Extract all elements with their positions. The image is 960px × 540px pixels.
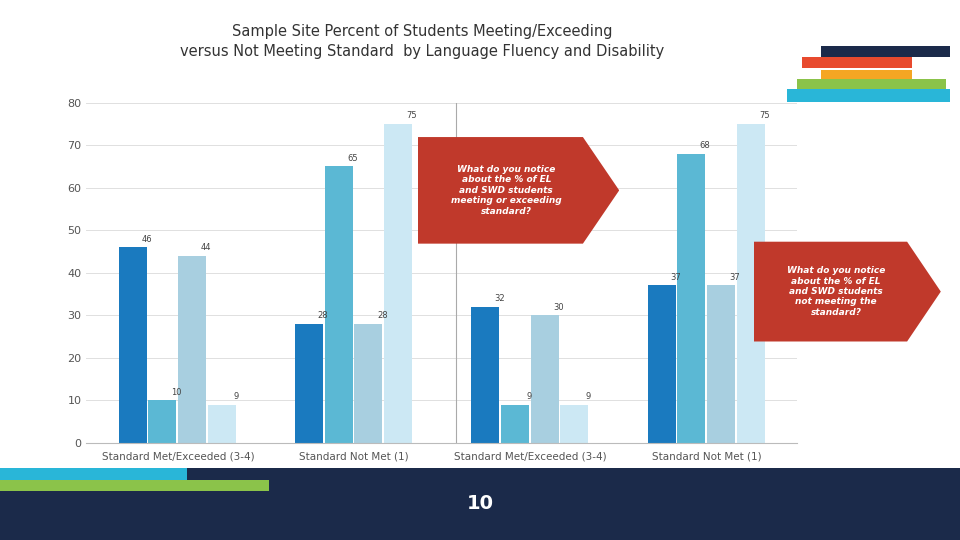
Bar — [178, 255, 206, 443]
Bar — [119, 247, 147, 443]
Text: 75: 75 — [759, 111, 770, 120]
Text: 32: 32 — [494, 294, 505, 303]
Text: 28: 28 — [377, 312, 388, 320]
Bar — [531, 315, 559, 443]
Text: 30: 30 — [553, 303, 564, 312]
Bar — [736, 124, 764, 443]
Bar — [354, 323, 382, 443]
Text: 10: 10 — [467, 494, 493, 514]
Bar — [295, 323, 323, 443]
Text: Sample Site Percent of Students Meeting/Exceeding
versus Not Meeting Standard  b: Sample Site Percent of Students Meeting/… — [180, 24, 664, 59]
Text: 9: 9 — [233, 392, 238, 401]
Text: 75: 75 — [407, 111, 418, 120]
Legend: EO, EL, Non-SWD, SWD: EO, EL, Non-SWD, SWD — [329, 516, 554, 535]
Text: 37: 37 — [670, 273, 681, 282]
Polygon shape — [754, 242, 941, 341]
Text: What do you notice
about the % of EL
and SWD students
not meeting the
standard?: What do you notice about the % of EL and… — [787, 266, 885, 317]
Bar — [707, 286, 734, 443]
Bar — [384, 124, 412, 443]
Text: ELA: ELA — [180, 477, 203, 490]
Text: 46: 46 — [141, 235, 152, 244]
Text: 65: 65 — [348, 154, 358, 163]
Bar — [471, 307, 499, 443]
Text: 44: 44 — [201, 244, 211, 252]
Text: 9: 9 — [586, 392, 590, 401]
Text: 9: 9 — [526, 392, 532, 401]
Bar — [648, 286, 676, 443]
Text: Math: Math — [617, 477, 647, 490]
Polygon shape — [418, 137, 619, 244]
Text: What do you notice
about the % of EL
and SWD students
meeting or exceeding
stand: What do you notice about the % of EL and… — [451, 165, 562, 215]
Bar — [561, 404, 588, 443]
Bar — [501, 404, 529, 443]
Bar — [207, 404, 235, 443]
Text: 68: 68 — [700, 141, 710, 150]
Text: 10: 10 — [171, 388, 181, 397]
Bar — [677, 153, 706, 443]
Bar — [149, 400, 177, 443]
Text: 37: 37 — [730, 273, 740, 282]
Text: 28: 28 — [318, 312, 328, 320]
Bar — [324, 166, 352, 443]
